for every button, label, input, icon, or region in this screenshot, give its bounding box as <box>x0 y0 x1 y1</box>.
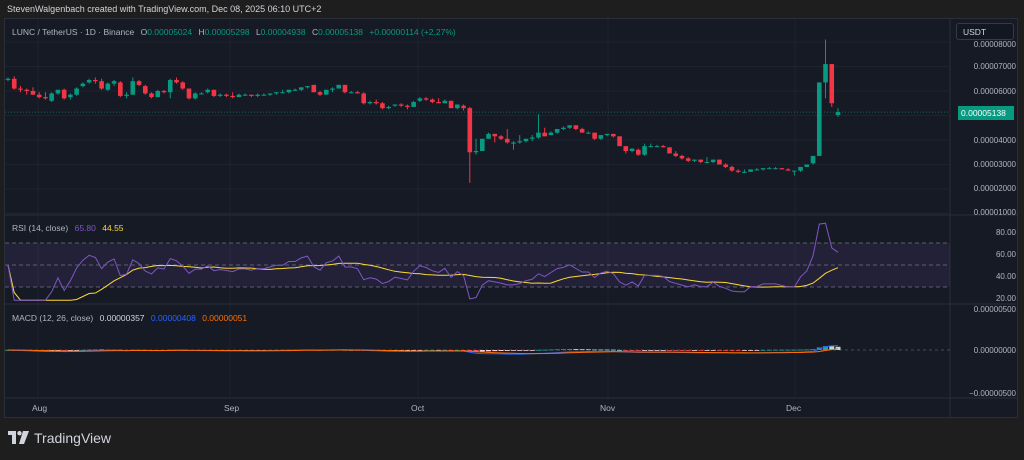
rsi-value: 65.80 <box>74 223 96 233</box>
rsi-tick: 40.00 <box>995 272 1016 281</box>
change-value: +0.00000114 (+2.27%) <box>369 27 456 37</box>
price-tick: 0.00006000 <box>973 87 1016 96</box>
chart-credit: StevenWalgenbach created with TradingVie… <box>7 4 322 14</box>
last-price-badge: 0.00005138 <box>958 106 1014 120</box>
macd-label[interactable]: MACD (12, 26, close) <box>12 313 94 323</box>
macd-tick: −0.00000500 <box>969 389 1016 398</box>
price-tick: 0.00004000 <box>973 136 1016 145</box>
time-label-oct: Oct <box>411 403 425 413</box>
macd-tick: 0.00000500 <box>973 305 1016 314</box>
price-tick: 0.00008000 <box>973 40 1016 49</box>
rsi-tick: 60.00 <box>995 250 1016 259</box>
price-tick: 0.00002000 <box>973 184 1016 193</box>
tradingview-logo-icon <box>8 431 29 444</box>
currency-button[interactable]: USDT <box>956 23 1014 40</box>
tradingview-logo[interactable]: TradingView <box>8 430 111 446</box>
rsi-tick: 20.00 <box>995 294 1016 303</box>
close-label: C <box>311 27 319 37</box>
time-label-nov: Nov <box>600 403 616 413</box>
price-tick: 0.00003000 <box>973 160 1016 169</box>
low-value: 0.00004938 <box>260 27 306 37</box>
chart-frame[interactable] <box>4 18 1018 418</box>
open-label: O <box>140 27 148 37</box>
rsi-label[interactable]: RSI (14, close) <box>12 223 69 233</box>
close-value: 0.00005138 <box>318 27 364 37</box>
macd-signal-value: 0.00000051 <box>202 313 248 323</box>
rsi-legend: RSI (14, close) 65.80 44.55 <box>12 223 128 233</box>
rsi-tick: 80.00 <box>995 228 1016 237</box>
high-value: 0.00005298 <box>204 27 250 37</box>
rsi-ma-value: 44.55 <box>102 223 124 233</box>
macd-legend: MACD (12, 26, close) 0.00000357 0.000004… <box>12 313 251 323</box>
symbol-title[interactable]: LUNC / TetherUS · 1D · Binance <box>12 27 135 37</box>
low-label: L <box>255 27 261 37</box>
time-label-sep: Sep <box>224 403 240 413</box>
symbol-legend: LUNC / TetherUS · 1D · Binance O0.000050… <box>12 27 460 37</box>
price-tick: 0.00001000 <box>973 208 1016 217</box>
macd-line-value: 0.00000408 <box>150 313 196 323</box>
time-label-aug: Aug <box>32 403 48 413</box>
time-label-dec: Dec <box>786 403 802 413</box>
macd-tick: 0.00000000 <box>973 346 1016 355</box>
brand-name: TradingView <box>34 430 112 446</box>
open-value: 0.00005024 <box>147 27 193 37</box>
price-tick: 0.00007000 <box>973 62 1016 71</box>
high-label: H <box>198 27 205 37</box>
macd-hist-value: 0.00000357 <box>99 313 145 323</box>
